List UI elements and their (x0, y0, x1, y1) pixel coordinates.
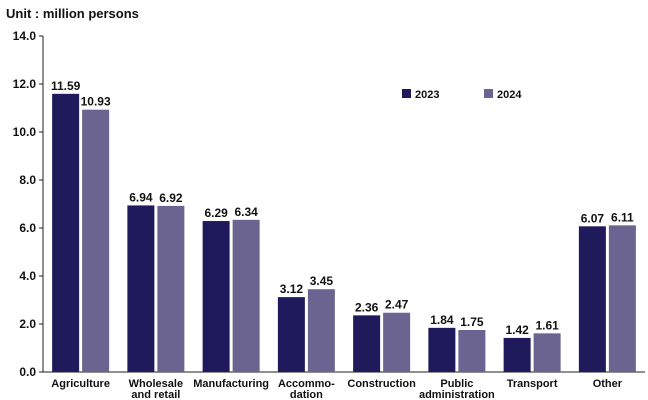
bar-group: 1.42 1.61 (503, 318, 561, 372)
y-tick-label: 8.0 (19, 173, 36, 187)
legend-swatch (402, 89, 411, 98)
data-label: 6.94 (129, 190, 153, 204)
x-category-label: Manufacturing (193, 378, 269, 390)
x-category-label: Transport (507, 378, 558, 390)
bar-2024 (232, 219, 260, 372)
bar-2023 (578, 226, 606, 372)
bar-2024 (608, 225, 636, 372)
bar-group: 2.36 2.47 (353, 298, 411, 372)
bar-group: 1.84 1.75 (428, 313, 486, 372)
data-label: 1.84 (430, 313, 454, 327)
data-label: 6.92 (159, 191, 183, 205)
y-tick-label: 12.0 (13, 77, 37, 91)
bar-group: 6.29 6.34 (202, 205, 260, 372)
x-category-label: Public (440, 378, 473, 390)
bar-2023 (127, 205, 155, 372)
legend-label: 2024 (497, 89, 522, 101)
data-label: 10.93 (81, 95, 111, 109)
bar-2024 (458, 330, 486, 372)
data-label: 6.34 (234, 205, 258, 219)
chart-title: Unit : million persons (6, 6, 139, 21)
data-label: 2.47 (385, 298, 409, 312)
data-label: 3.45 (310, 274, 334, 288)
y-tick-label: 14.0 (13, 29, 37, 43)
y-tick-label: 4.0 (19, 269, 36, 283)
bar-2024 (533, 333, 561, 372)
y-tick-label: 10.0 (13, 125, 37, 139)
y-tick-label: 0.0 (19, 365, 36, 379)
legend-label: 2023 (415, 89, 439, 101)
x-category-label: dation (290, 389, 323, 400)
x-category-label: Agriculture (51, 378, 110, 390)
x-category-label: Accommo- (278, 378, 335, 390)
bar-group: 3.12 3.45 (277, 274, 335, 372)
data-label: 1.61 (535, 318, 559, 332)
x-category-label: Other (593, 378, 623, 390)
bar-2023 (353, 315, 381, 372)
y-tick-label: 6.0 (19, 221, 36, 235)
bar-group: 6.94 6.92 (127, 190, 185, 372)
bar-2023 (428, 327, 456, 372)
bar-2023 (277, 297, 305, 372)
bar-group: 6.07 6.11 (578, 210, 636, 372)
data-label: 1.75 (460, 315, 484, 329)
x-category-label: and retail (131, 389, 180, 400)
data-label: 6.29 (204, 206, 228, 220)
y-tick-label: 2.0 (19, 317, 36, 331)
legend-swatch (484, 89, 493, 98)
x-category-label: administration (419, 389, 495, 400)
bar-2023 (503, 337, 531, 372)
y-axis: 0.0 2.0 4.0 6.0 8.0 10.0 12.0 14.0 (13, 29, 44, 379)
legend: 2023 2024 (402, 89, 522, 101)
data-label: 1.42 (505, 323, 529, 337)
bar-2023 (202, 221, 230, 372)
x-category-label: Wholesale (129, 378, 183, 390)
data-label: 6.11 (611, 210, 634, 224)
bar-2024 (383, 312, 411, 372)
x-category-label: Construction (347, 378, 416, 390)
bar-2024 (307, 289, 335, 372)
data-label: 3.12 (280, 282, 304, 296)
data-label: 2.36 (355, 300, 379, 314)
data-label: 11.59 (51, 79, 81, 93)
data-label: 6.07 (581, 211, 605, 225)
bar-2023 (52, 93, 80, 372)
bar-2024 (82, 109, 110, 373)
bar-2024 (157, 205, 185, 372)
